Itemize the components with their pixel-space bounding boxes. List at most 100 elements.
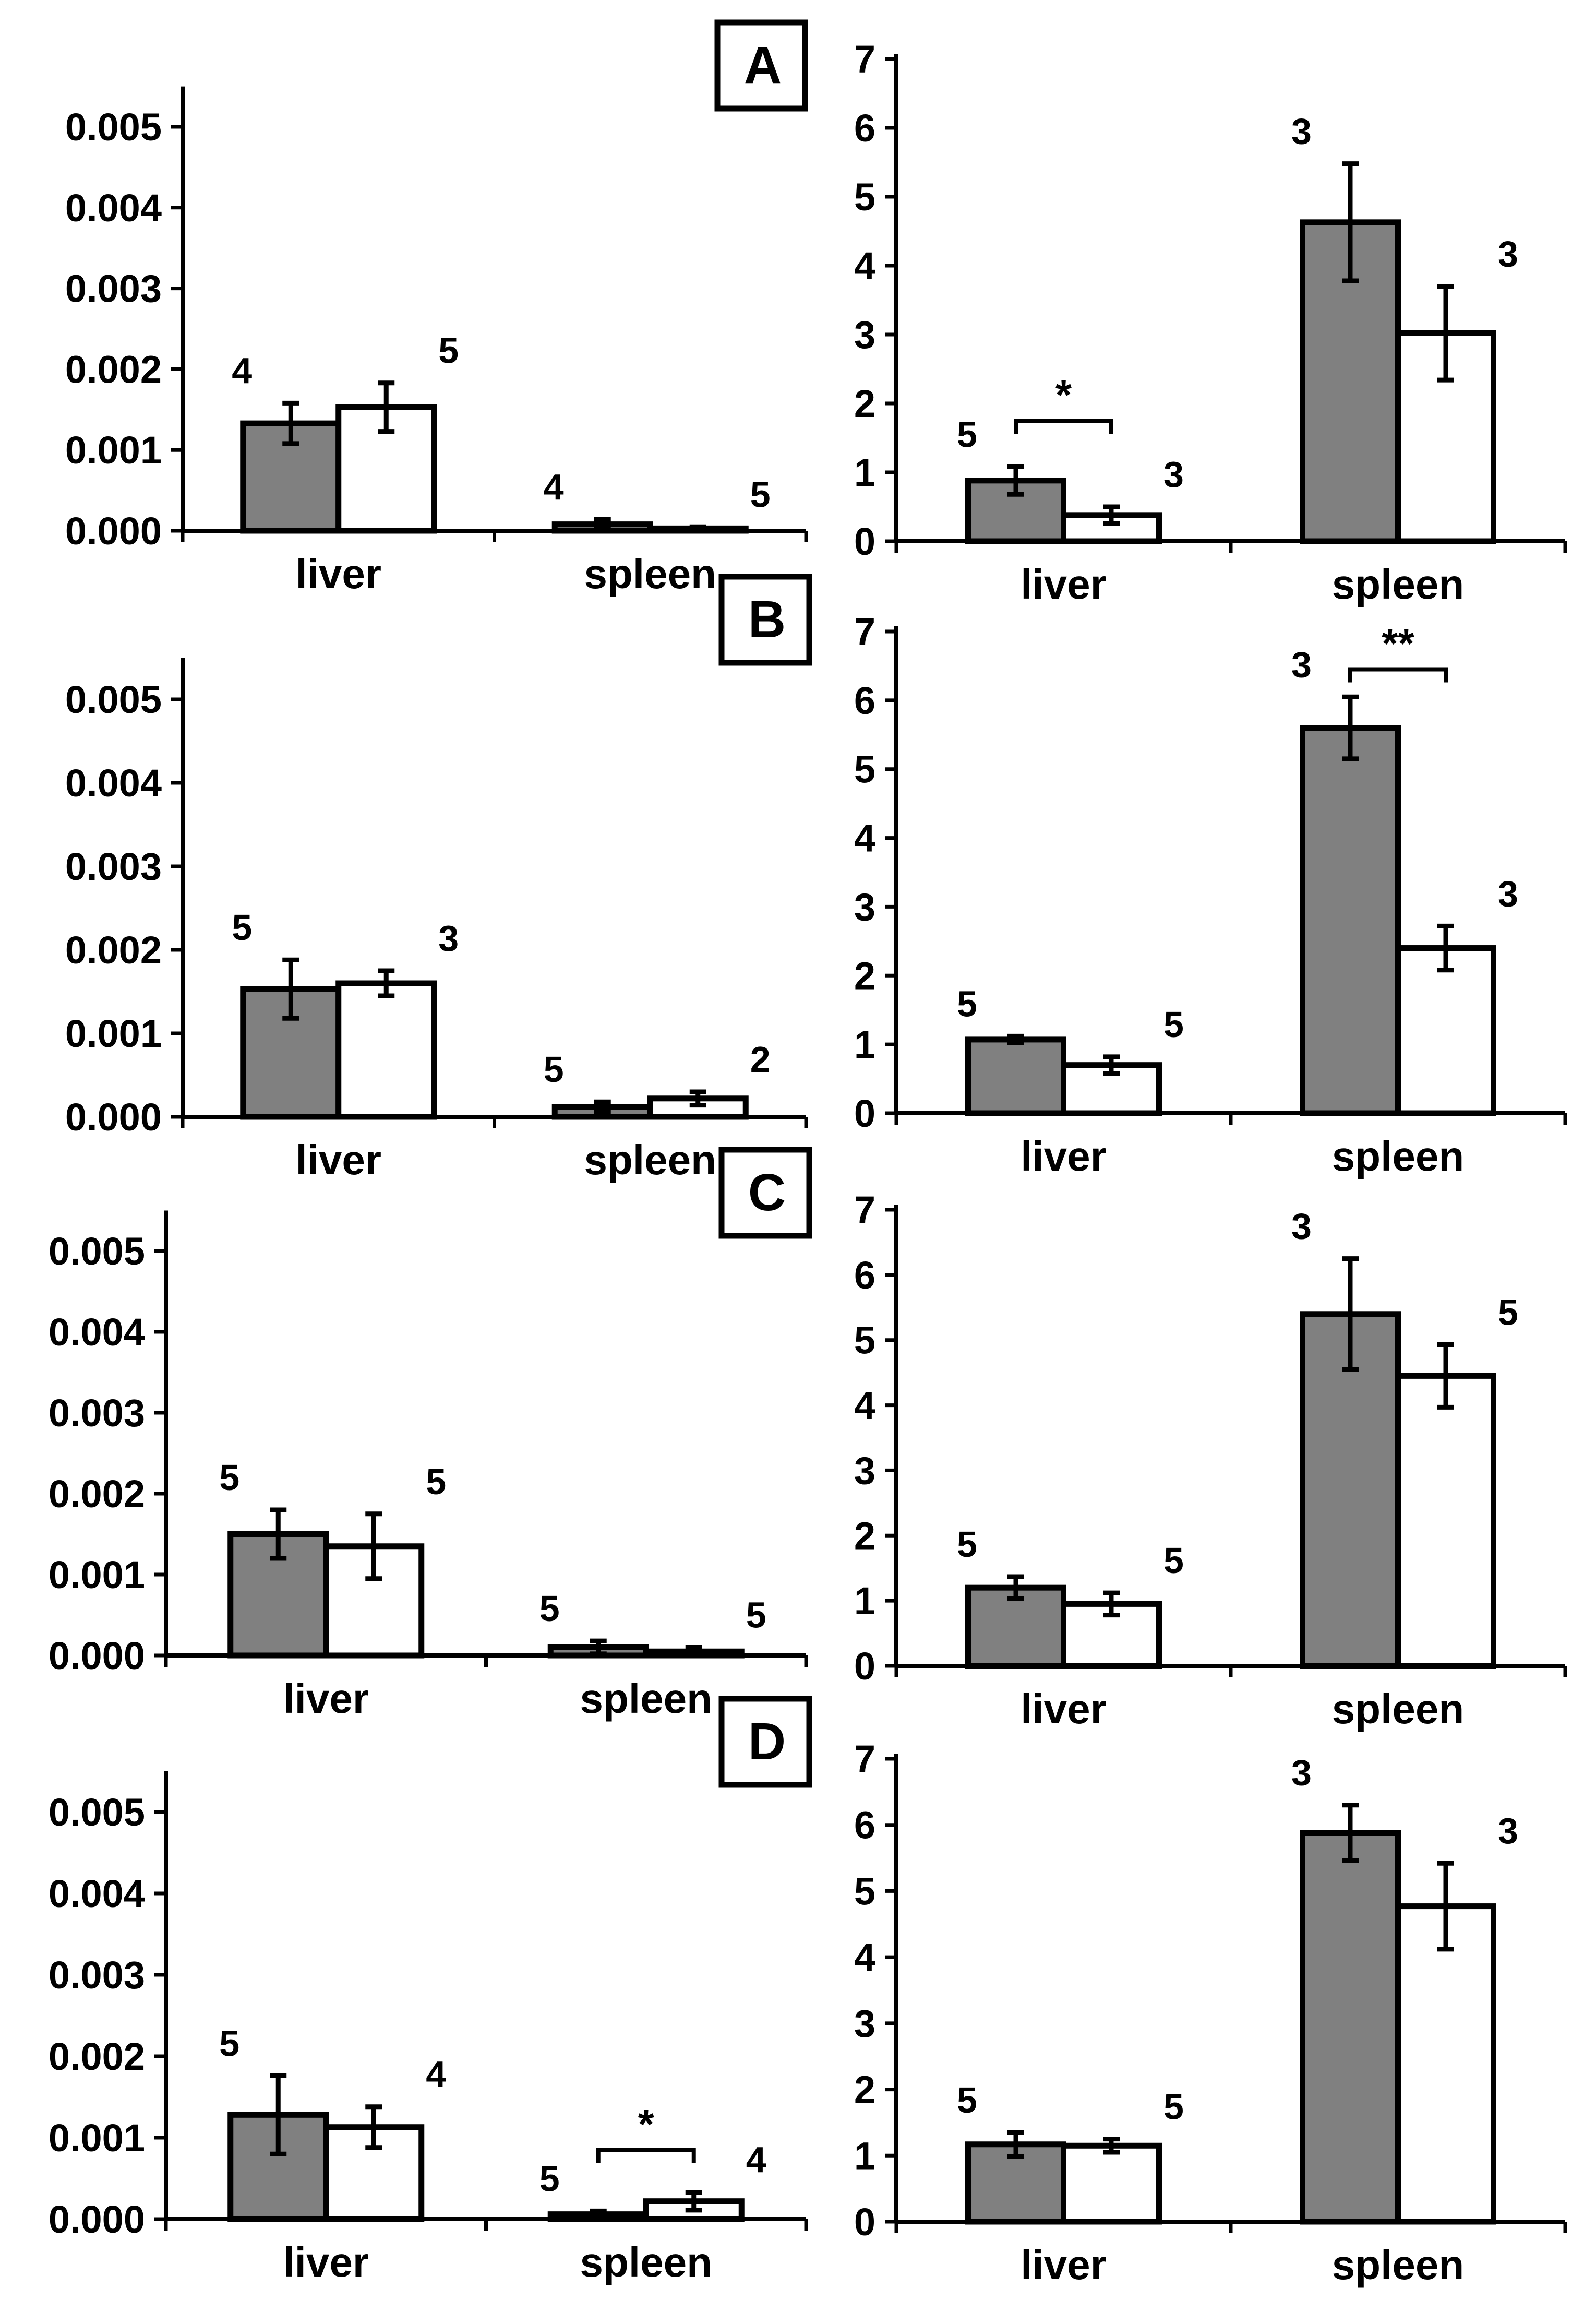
n-label-grey-liver: 5 [219, 2023, 239, 2064]
panel-B-left-chart: 0.000 0.001 0.002 0.003 0.004 0.005 liver 5 3 spl… [65, 574, 812, 1183]
n-label-white-spleen: 2 [750, 1039, 771, 1080]
n-label-white-spleen: 5 [746, 1595, 766, 1636]
bar-grey-liver [965, 1036, 1066, 1116]
significance-label: ** [1382, 621, 1414, 667]
n-label-grey-liver: 5 [957, 414, 977, 455]
y-tick-label: 4 [854, 1384, 875, 1427]
y-tick-label: 5 [854, 748, 875, 791]
y-tick-label: 7 [854, 38, 875, 81]
significance-label: * [638, 2101, 655, 2147]
y-tick-label: 0.004 [65, 761, 162, 805]
bar-grey-spleen [1300, 725, 1401, 1116]
x-category-label-liver: liver [283, 2239, 369, 2285]
y-tick-label: 0.001 [65, 1012, 162, 1055]
x-category-label-liver: liver [283, 1675, 369, 1722]
bar-white-liver [335, 980, 437, 1120]
bar-white-spleen [1395, 1373, 1496, 1669]
n-label-white-spleen: 3 [1498, 234, 1518, 275]
panel-C-left-chart: 0.000 0.001 0.002 0.003 0.004 0.005 liver 5 5 spl… [49, 1147, 812, 1722]
y-tick-label: 4 [854, 1936, 875, 1979]
y-tick-label: 0.000 [65, 1095, 162, 1139]
y-tick-label: 0.000 [65, 509, 162, 553]
y-tick-label: 0.005 [49, 1230, 145, 1273]
n-label-white-liver: 5 [1163, 1540, 1184, 1581]
n-label-grey-spleen: 5 [539, 1588, 560, 1629]
n-label-white-liver: 5 [426, 1461, 446, 1502]
n-label-grey-liver: 5 [957, 983, 977, 1024]
y-tick-label: 7 [854, 1188, 875, 1232]
x-category-label-spleen: spleen [1332, 1686, 1464, 1732]
x-category-label-spleen: spleen [580, 1675, 712, 1722]
panel-letter: B [748, 590, 786, 649]
significance-bracket [596, 2148, 696, 2163]
x-category-label-liver: liver [1021, 1133, 1107, 1179]
y-tick-label: 0.002 [49, 1472, 145, 1516]
y-tick-label: 5 [854, 1869, 875, 1913]
y-tick-label: 5 [854, 1319, 875, 1362]
n-label-white-spleen: 3 [1498, 873, 1518, 914]
y-tick-label: 3 [854, 313, 875, 356]
n-label-grey-spleen: 3 [1291, 644, 1312, 685]
n-label-white-liver: 4 [426, 2054, 446, 2095]
y-tick-label: 0.000 [49, 2198, 145, 2241]
x-category-label-spleen: spleen [1332, 2242, 1464, 2288]
y-tick-label: 3 [854, 885, 875, 928]
n-label-grey-spleen: 4 [544, 467, 564, 507]
y-tick-label: 0 [854, 1092, 875, 1135]
y-tick-label: 0.001 [65, 428, 162, 472]
bar-white-spleen [1395, 1903, 1496, 2225]
n-label-grey-spleen: 3 [1291, 1753, 1312, 1793]
panel-letter-box [718, 1696, 812, 1788]
panel-letter: A [744, 36, 782, 94]
y-tick-label: 2 [854, 2068, 875, 2112]
y-tick-label: 1 [854, 2134, 875, 2177]
y-tick-label: 4 [854, 244, 875, 288]
y-tick-label: 6 [854, 679, 875, 722]
x-category-label-liver: liver [295, 1137, 381, 1183]
panel-B-right-chart: 0 1 2 3 4 5 6 7 liver 5 5 spleen 3 3 ** [854, 610, 1567, 1179]
x-category-label-liver: liver [295, 551, 381, 597]
bar-white-liver [1061, 2142, 1162, 2225]
n-label-grey-spleen: 5 [544, 1049, 564, 1090]
y-tick-label: 0.001 [49, 2116, 145, 2160]
y-tick-label: 0.002 [49, 2035, 145, 2078]
y-tick-label: 0 [854, 1644, 875, 1688]
y-tick-label: 1 [854, 451, 875, 494]
y-tick-label: 0.003 [65, 845, 162, 888]
n-label-grey-liver: 5 [232, 907, 252, 948]
n-label-white-liver: 3 [1163, 454, 1184, 495]
x-category-label-liver: liver [1021, 561, 1107, 607]
y-tick-label: 0.003 [65, 267, 162, 311]
n-label-grey-spleen: 3 [1291, 1206, 1312, 1247]
n-label-white-liver: 5 [1163, 2087, 1184, 2127]
bar-grey-spleen [1300, 1830, 1401, 2225]
panel-A-right-chart: 0 1 2 3 4 5 6 7 liver 5 3 spleen 3 3 * [854, 38, 1567, 607]
panel-A-left-chart: 0.000 0.001 0.002 0.003 0.004 0.005 liver 4 5 spl… [65, 19, 808, 597]
y-tick-label: 0.002 [65, 928, 162, 972]
y-tick-label: 0 [854, 520, 875, 563]
n-label-grey-spleen: 3 [1291, 111, 1312, 152]
n-label-grey-liver: 5 [219, 1457, 239, 1498]
y-tick-label: 0.004 [49, 1310, 145, 1354]
y-tick-label: 2 [854, 382, 875, 425]
x-category-label-spleen: spleen [584, 551, 716, 597]
y-tick-label: 0.001 [49, 1553, 145, 1596]
y-tick-label: 0.002 [65, 348, 162, 391]
y-tick-label: 2 [854, 1514, 875, 1557]
y-tick-label: 0.004 [65, 186, 162, 230]
n-label-white-spleen: 5 [750, 474, 771, 515]
panel-letter: C [748, 1163, 786, 1222]
significance-bracket [1348, 667, 1448, 683]
y-tick-label: 2 [854, 954, 875, 997]
y-tick-label: 7 [854, 1737, 875, 1781]
y-tick-label: 0.005 [49, 1791, 145, 1834]
y-tick-label: 0.003 [49, 1391, 145, 1435]
y-tick-label: 1 [854, 1579, 875, 1623]
panel-letter-box [714, 19, 808, 112]
n-label-grey-liver: 5 [957, 1524, 977, 1565]
x-category-label-liver: liver [1021, 1686, 1107, 1732]
x-category-label-spleen: spleen [1332, 561, 1464, 607]
panel-letter-box [718, 1147, 812, 1239]
x-category-label-spleen: spleen [580, 2239, 712, 2285]
